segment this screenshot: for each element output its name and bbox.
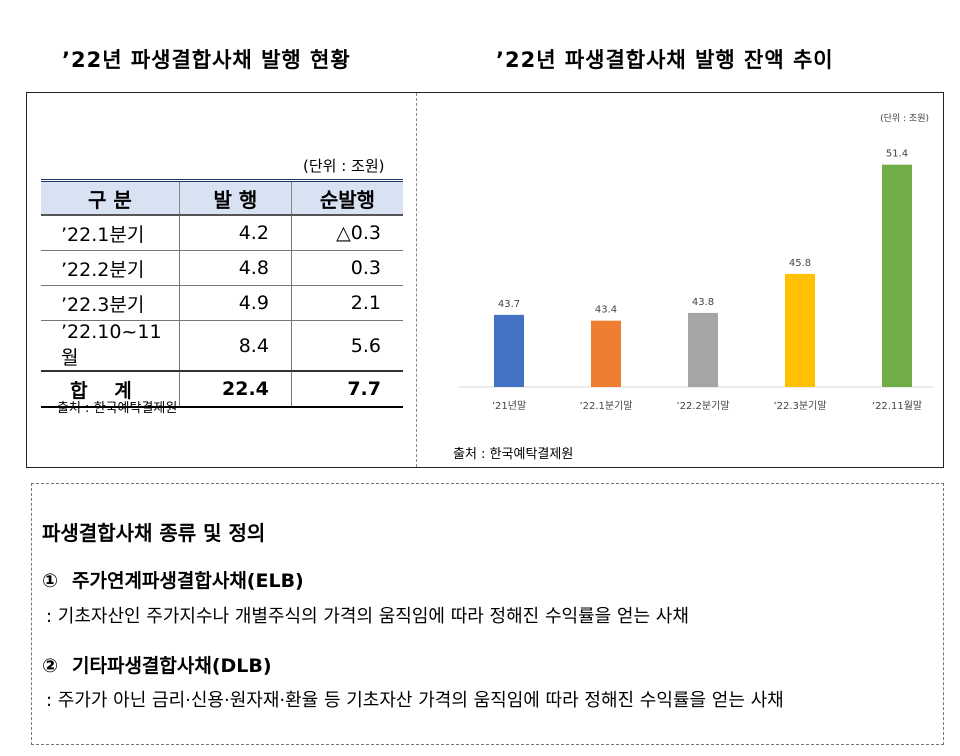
table-unit: (단위 : 조원) [303,157,385,175]
category-tick-label: ’22.2분기말 [676,400,729,412]
bar-5 [882,164,912,387]
data-panel: (단위 : 조원) 구 분 발 행 순발행 ’22.1분기 4.2 △0.3 ’… [26,92,944,468]
table-title: ’22년 파생결합사채 발행 현황 [62,48,351,72]
row-net-issuance: 5.6 [290,320,403,372]
chart-source: 출처 : 한국예탁결제원 [453,447,574,462]
bar-value-label: 45.8 [789,258,811,269]
row-label: ’22.3분기 [41,285,180,321]
bar-4 [785,273,815,387]
row-issuance: 8.4 [178,320,292,372]
table-total-row: 합 계 22.4 7.7 [41,370,403,408]
table-row: ’22.2분기 4.8 0.3 [41,250,403,286]
row-net-issuance: △0.3 [290,214,403,251]
definitions-box: 파생결합사채 종류 및 정의 ① 주가연계파생결합사채(ELB) : 기초자산인 … [31,483,944,745]
item-name: 기타파생결합사채(DLB) [72,655,272,677]
table-source: 출처 : 한국예탁결제원 [57,401,178,416]
category-tick-label: ’22.11월말 [872,400,922,412]
row-label: ’22.10~11월 [41,320,180,372]
item-marker: ② [42,655,59,677]
row-issuance: 4.8 [178,250,292,286]
table-row: ’22.10~11월 8.4 5.6 [41,320,403,372]
row-issuance: 4.9 [178,285,292,321]
definition-text-dlb: : 주가가 아닌 금리·신용·원자재·환율 등 기초자산 가격의 움직임에 따라… [46,690,784,711]
chart-unit: (단위 : 조원) [880,113,929,124]
row-label: ’22.2분기 [41,250,180,286]
issuance-table: 구 분 발 행 순발행 ’22.1분기 4.2 △0.3 ’22.2분기 4.8… [41,179,403,408]
row-label: ’22.1분기 [41,214,180,251]
category-tick-label: ’22.1분기말 [579,400,632,412]
category-tick-label: ’21년말 [492,400,526,412]
bar-2 [591,320,621,387]
header-issuance: 발 행 [178,179,292,216]
table-row: ’22.3분기 4.9 2.1 [41,285,403,321]
row-net-issuance: 2.1 [290,285,403,321]
bar-value-label: 51.4 [886,149,908,160]
bar-value-label: 43.7 [498,299,520,310]
bar-3 [688,312,718,387]
definition-text-elb: : 기초자산인 주가지수나 개별주식의 가격의 움직임에 따라 정해진 수익률을… [46,606,689,627]
definition-heading-elb: ① 주가연계파생결합사채(ELB) [42,566,304,593]
table-header-row: 구 분 발 행 순발행 [41,179,403,216]
item-marker: ① [42,570,59,592]
header-category: 구 분 [41,179,180,216]
total-net-issuance: 7.7 [290,370,403,408]
bar-value-label: 43.8 [692,297,714,308]
bar-1 [494,314,524,387]
total-issuance: 22.4 [178,370,292,408]
row-net-issuance: 0.3 [290,250,403,286]
category-tick-label: ’22.3분기말 [773,400,826,412]
balance-bar-chart: (단위 : 조원) 43.7 ’21년말 43.4 ’22.1분기말 43.8 ’22.2… [459,113,933,412]
total-label: 합 계 [41,370,180,408]
row-issuance: 4.2 [178,214,292,251]
header-net-issuance: 순발행 [290,179,403,216]
chart-title: ’22년 파생결합사채 발행 잔액 추이 [496,48,834,72]
table-row: ’22.1분기 4.2 △0.3 [41,214,403,251]
definition-heading-dlb: ② 기타파생결합사채(DLB) [42,651,272,678]
panel-divider [416,93,417,467]
bar-value-label: 43.4 [595,305,617,316]
definitions-title: 파생결합사채 종류 및 정의 [42,521,266,545]
item-name: 주가연계파생결합사채(ELB) [72,570,304,592]
